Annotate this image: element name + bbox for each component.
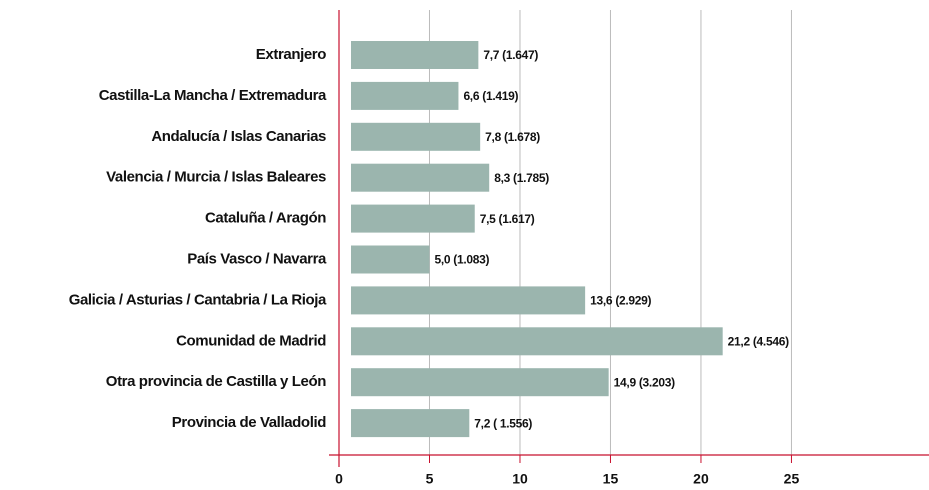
x-tick-label: 15 xyxy=(603,471,619,487)
value-label: 7,5 (1.617) xyxy=(480,212,535,226)
y-tick-label: Comunidad de Madrid xyxy=(176,332,326,349)
x-tick-label: 25 xyxy=(784,471,800,487)
y-tick-label: Provincia de Valladolid xyxy=(172,414,326,431)
y-tick-label: Castilla-La Mancha / Extremadura xyxy=(99,87,327,104)
bar xyxy=(351,163,490,192)
value-label: 21,2 (4.546) xyxy=(728,334,789,348)
y-tick-label: Galicia / Asturias / Cantabria / La Rioj… xyxy=(69,291,327,308)
value-label: 7,8 (1.678) xyxy=(485,130,540,144)
bar xyxy=(351,81,459,110)
y-tick-label: País Vasco / Navarra xyxy=(187,250,327,267)
value-label: 8,3 (1.785) xyxy=(494,171,549,185)
y-tick-label: Cataluña / Aragón xyxy=(205,210,326,227)
bar xyxy=(351,204,475,233)
bar xyxy=(351,368,609,397)
x-tick-label: 5 xyxy=(426,471,434,487)
bar xyxy=(351,122,481,151)
y-tick-label: Valencia / Murcia / Islas Baleares xyxy=(106,169,326,186)
y-tick-label: Extranjero xyxy=(256,46,326,63)
x-tick-label: 20 xyxy=(693,471,709,487)
value-label: 6,6 (1.419) xyxy=(463,89,518,103)
value-label: 13,6 (2.929) xyxy=(590,294,651,308)
bar xyxy=(351,286,586,315)
bar xyxy=(351,41,479,69)
bar xyxy=(351,409,470,438)
x-tick-label: 0 xyxy=(335,471,343,487)
bar xyxy=(351,245,430,274)
value-label: 7,7 (1.647) xyxy=(483,48,538,62)
x-tick-label: 10 xyxy=(512,471,528,487)
value-label: 5,0 (1.083) xyxy=(434,253,489,267)
y-tick-label: Andalucía / Islas Canarias xyxy=(151,128,326,145)
value-label: 14,9 (3.203) xyxy=(614,375,675,389)
y-tick-label: Otra provincia de Castilla y León xyxy=(106,373,326,390)
value-label: 7,2 ( 1.556) xyxy=(474,416,532,430)
bar xyxy=(351,327,723,356)
